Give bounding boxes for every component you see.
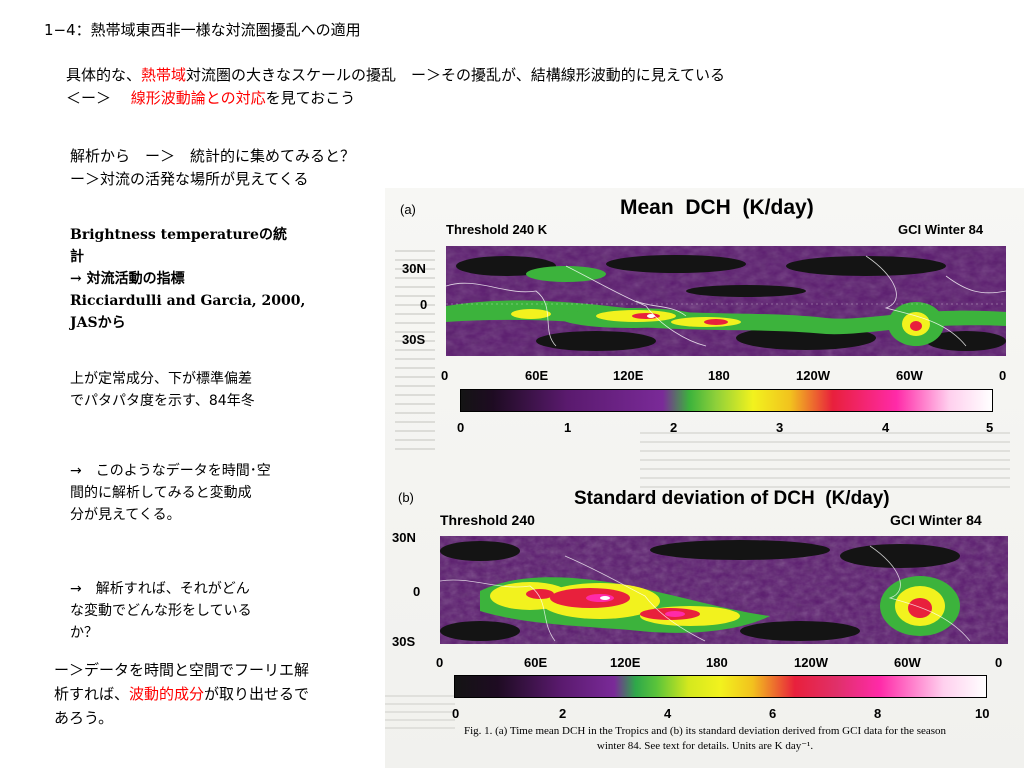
- brightness-temperature-block: Brightness temperatureの統 計 → 対流活動の指標 Ric…: [70, 224, 305, 334]
- coastlines: [440, 545, 971, 642]
- dry-regions: [440, 540, 960, 641]
- colorbar-tick: 6: [769, 706, 777, 721]
- colorbar-tick: 0: [452, 706, 460, 721]
- panel-a-title: Mean DCH (K/day): [620, 196, 814, 219]
- panel-a-letter: (a): [400, 202, 416, 217]
- panel-a-colorbar: [460, 389, 993, 412]
- panel-a-season-label: GCI Winter 84: [898, 222, 984, 237]
- panel-a-lat-30n: 30N: [402, 261, 426, 276]
- lon-tick-label: 60W: [894, 655, 921, 670]
- intro-line-2: ＜ー＞ 線形波動論との対応を見ておこう: [66, 88, 355, 108]
- panel-b-season-label: GCI Winter 84: [890, 512, 982, 528]
- analysis-block: 解析から ー＞ 統計的に集めてみると？ ー＞対流の活発な場所が見えてくる: [70, 146, 355, 189]
- lon-tick-label: 60E: [524, 655, 548, 670]
- conclusion-post: が取り出せるで: [204, 685, 310, 703]
- lon-tick-label: 120W: [796, 368, 830, 383]
- lon-tick-label: 0: [995, 655, 1003, 670]
- lon-tick-label: 60W: [896, 368, 923, 383]
- slide-heading: 1−4：熱帯域東西非一様な対流圏擾乱への適用: [44, 21, 361, 39]
- timespace-line: → このようなデータを時間･空: [70, 463, 271, 479]
- colorbar-tick: 10: [975, 706, 990, 721]
- figure-caption: Fig. 1. (a) Time mean DCH in the Tropics…: [398, 724, 1012, 754]
- conclusion-line: あろう。: [54, 709, 114, 727]
- panel-b-lat-30n: 30N: [392, 530, 416, 545]
- panel-a-lat-0: 0: [420, 297, 428, 312]
- variability-band: [480, 576, 960, 636]
- lon-tick-label: 180: [708, 368, 730, 383]
- caption-line: winter 84. See text for details. Units a…: [596, 740, 814, 752]
- caption-line: Fig. 1. (a) Time mean DCH in the Tropics…: [463, 725, 947, 737]
- lon-tick-label: 60E: [525, 368, 549, 383]
- colorbar-tick: 2: [559, 706, 567, 721]
- conclusion-block: ー＞データを時間と空間でフーリエ解 析すれば、波動的成分が取り出せるで あろう。: [54, 658, 309, 730]
- stat-line: でパタパタ度を示す、84年冬: [70, 393, 255, 409]
- colorbar-tick: 5: [986, 420, 994, 435]
- convection-band: [446, 266, 1006, 346]
- bt-line: JASから: [70, 315, 126, 331]
- conclusion-line: 析すれば、波動的成分が取り出せるで: [54, 682, 309, 706]
- timespace-block: → このようなデータを時間･空 間的に解析してみると変動成 分が見えてくる。: [70, 460, 271, 526]
- lon-tick-label: 0: [999, 368, 1007, 383]
- intro-highlight-linear-wave: 線形波動論との対応: [130, 89, 266, 107]
- stat-description: 上が定常成分、下が標準偏差 でパタパタ度を示す、84年冬: [70, 368, 255, 412]
- question-line: か？: [70, 625, 98, 641]
- panel-a-lat-30s: 30S: [402, 332, 426, 347]
- conclusion-highlight-wave: 波動的成分: [129, 685, 205, 703]
- lon-tick-label: 0: [436, 655, 444, 670]
- panel-a-threshold-label: Threshold 240 K: [446, 222, 548, 237]
- question-block: → 解析すれば、それがどん な変動でどんな形をしている か？: [70, 578, 252, 644]
- panel-b-map: [440, 536, 1008, 644]
- bt-line: → 対流活動の指標: [70, 271, 185, 287]
- lon-tick-label: 180: [706, 655, 728, 670]
- panel-b-letter: (b): [398, 490, 414, 505]
- bt-line: Brightness temperatureの統: [70, 227, 287, 243]
- bt-line: 計: [70, 249, 84, 265]
- coastlines: [446, 255, 1006, 347]
- analysis-line: 解析から ー＞ 統計的に集めてみると？: [70, 147, 356, 165]
- lon-tick-label: 120W: [794, 655, 828, 670]
- colorbar-tick: 0: [457, 420, 465, 435]
- panel-b-colorbar: [454, 675, 987, 698]
- dry-regions: [456, 255, 1006, 351]
- panel-a-map: [446, 246, 1006, 356]
- colorbar-tick: 8: [874, 706, 882, 721]
- panel-b-threshold-label: Threshold 240: [440, 512, 535, 528]
- stat-line: 上が定常成分、下が標準偏差: [70, 371, 252, 387]
- conclusion-pre: 析すれば、: [54, 685, 130, 703]
- intro-line-2-pre: ＜ー＞: [66, 89, 131, 107]
- conclusion-line: ー＞データを時間と空間でフーリエ解: [54, 661, 310, 679]
- lon-tick-label: 120E: [610, 655, 641, 670]
- analysis-line: ー＞対流の活発な場所が見えてくる: [70, 170, 309, 188]
- bt-line: Ricciardulli and Garcia, 2000,: [70, 293, 306, 309]
- intro-line-1-post: 対流圏の大きなスケールの擾乱 ー＞その擾乱が、結構線形波動的に見えている: [186, 66, 725, 84]
- colorbar-tick: 3: [776, 420, 784, 435]
- intro-line-2-post: を見ておこう: [265, 89, 356, 107]
- intro-line-1: 具体的な、熱帯域対流圏の大きなスケールの擾乱 ー＞その擾乱が、結構線形波動的に見…: [66, 65, 725, 85]
- panel-b-title: Standard deviation of DCH (K/day): [574, 488, 890, 509]
- timespace-line: 分が見えてくる。: [70, 507, 181, 523]
- intro-line-1-pre: 具体的な、: [66, 66, 142, 84]
- colorbar-tick: 2: [670, 420, 678, 435]
- colorbar-tick: 4: [882, 420, 890, 435]
- lon-tick-label: 120E: [613, 368, 644, 383]
- question-line: な変動でどんな形をしている: [70, 603, 252, 619]
- panel-b-lat-0: 0: [413, 584, 421, 599]
- colorbar-tick: 1: [564, 420, 572, 435]
- timespace-line: 間的に解析してみると変動成: [70, 485, 252, 501]
- colorbar-tick: 4: [664, 706, 672, 721]
- lon-tick-label: 0: [441, 368, 449, 383]
- question-line: → 解析すれば、それがどん: [70, 581, 250, 597]
- intro-highlight-tropics: 熱帯域: [141, 66, 187, 84]
- panel-b-lat-30s: 30S: [392, 634, 416, 649]
